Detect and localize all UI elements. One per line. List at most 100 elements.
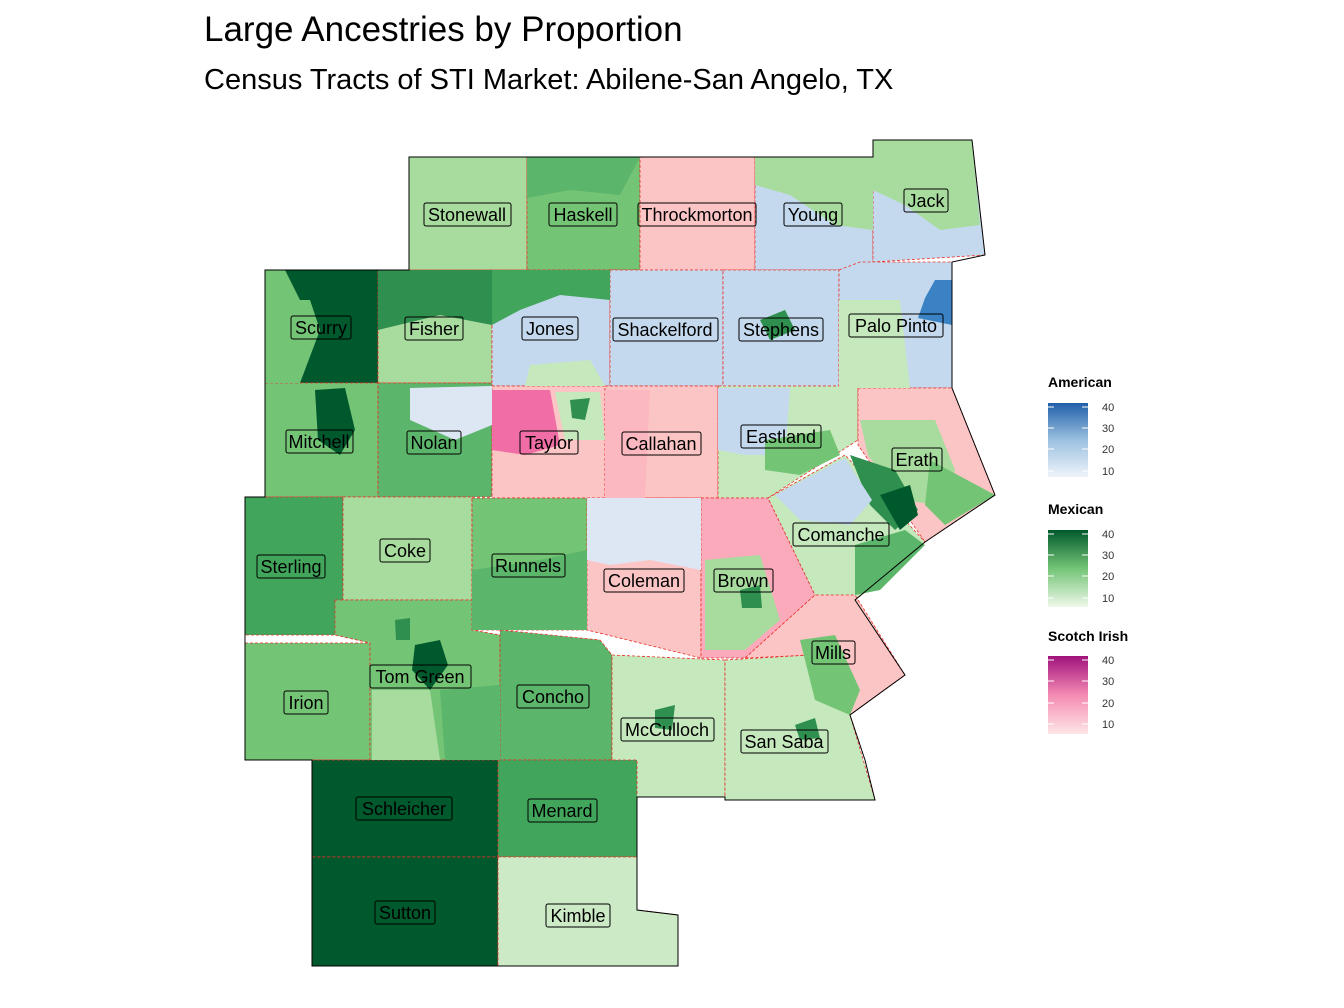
legend-scotch-irish: Scotch Irish 40 30 20 10 bbox=[1048, 628, 1128, 734]
label-box-coke bbox=[379, 538, 431, 563]
map-subtitle: Census Tracts of STI Market: Abilene-San… bbox=[204, 64, 894, 96]
label-eastland: Eastland bbox=[746, 427, 816, 447]
legend-scotch-irish-tick-20: 20 bbox=[1102, 698, 1114, 710]
label-box-kimble bbox=[545, 903, 611, 928]
legend-american-tick-40: 40 bbox=[1102, 402, 1114, 414]
legend-american: American 40 30 20 10 bbox=[1048, 374, 1114, 478]
label-mitchell: Mitchell bbox=[288, 432, 349, 452]
label-box-concho bbox=[516, 684, 590, 709]
label-scurry: Scurry bbox=[295, 318, 347, 338]
label-box-throckmorton bbox=[637, 202, 757, 227]
label-throckmorton: Throckmorton bbox=[641, 205, 752, 225]
label-stonewall: Stonewall bbox=[428, 205, 506, 225]
market-outline bbox=[244, 139, 996, 967]
label-box-brown bbox=[713, 568, 774, 593]
legend-mexican-tick-30: 30 bbox=[1102, 550, 1114, 562]
legend-scotch-irish-tick-30: 30 bbox=[1102, 676, 1114, 688]
label-box-mitchell bbox=[285, 429, 354, 454]
legend-scotch-irish-colorbar bbox=[1048, 656, 1088, 734]
label-box-stephens bbox=[738, 317, 824, 342]
label-erath: Erath bbox=[895, 450, 938, 470]
label-box-jack bbox=[903, 188, 949, 213]
label-shackelford: Shackelford bbox=[617, 320, 712, 340]
legend-mexican-tick-10: 10 bbox=[1102, 593, 1114, 605]
label-box-mills bbox=[811, 640, 856, 665]
label-box-palo-pinto bbox=[848, 313, 944, 338]
label-box-fisher bbox=[404, 316, 464, 341]
legend-american-tick-30: 30 bbox=[1102, 423, 1114, 435]
label-sterling: Sterling bbox=[260, 557, 321, 577]
legend-mexican-colorbar bbox=[1048, 530, 1088, 607]
label-mills: Mills bbox=[815, 643, 851, 663]
tract-jack-north bbox=[873, 140, 980, 230]
label-palo-pinto: Palo Pinto bbox=[855, 316, 937, 336]
tract-palo-pinto-west bbox=[839, 300, 910, 388]
label-nolan: Nolan bbox=[410, 433, 457, 453]
label-box-stonewall bbox=[423, 202, 512, 227]
label-taylor: Taylor bbox=[525, 433, 573, 453]
label-box-irion bbox=[283, 690, 329, 715]
tract-mills-south bbox=[800, 635, 860, 715]
label-san-saba: San Saba bbox=[744, 732, 824, 752]
label-kimble: Kimble bbox=[550, 906, 605, 926]
label-comanche: Comanche bbox=[797, 525, 884, 545]
legend-american-colorbar bbox=[1048, 403, 1088, 477]
label-box-haskell bbox=[548, 202, 618, 227]
tract-jones-south bbox=[525, 360, 605, 386]
label-box-eastland bbox=[740, 424, 822, 449]
label-box-coleman bbox=[603, 568, 685, 593]
tract-taylor-west bbox=[492, 390, 560, 455]
label-haskell: Haskell bbox=[553, 205, 612, 225]
tract-coleman-north bbox=[587, 498, 701, 570]
tract-san-saba-core bbox=[795, 718, 820, 740]
label-box-taylor bbox=[519, 430, 579, 455]
label-coke: Coke bbox=[384, 541, 426, 561]
label-box-sutton bbox=[374, 900, 436, 925]
label-schleicher: Schleicher bbox=[362, 799, 446, 819]
label-menard: Menard bbox=[531, 801, 592, 821]
legend-mexican-title: Mexican bbox=[1048, 501, 1103, 517]
label-tom-green: Tom Green bbox=[375, 667, 464, 687]
label-box-young bbox=[783, 202, 843, 227]
label-mcculloch: McCulloch bbox=[625, 720, 709, 740]
label-stephens: Stephens bbox=[743, 320, 819, 340]
tract-eastland-west bbox=[718, 388, 790, 455]
tract-erath-east bbox=[925, 460, 995, 525]
label-coleman: Coleman bbox=[608, 571, 680, 591]
tract-brown-core bbox=[740, 585, 762, 608]
label-box-scurry bbox=[290, 315, 352, 340]
legend-american-tick-20: 20 bbox=[1102, 444, 1114, 456]
legend-scotch-irish-tick-40: 40 bbox=[1102, 655, 1114, 667]
label-fisher: Fisher bbox=[409, 319, 459, 339]
label-box-schleicher bbox=[355, 796, 453, 821]
label-box-menard bbox=[527, 798, 598, 823]
label-box-callahan bbox=[621, 431, 702, 456]
tract-nolan-north bbox=[410, 386, 492, 440]
label-box-san-saba bbox=[740, 729, 829, 754]
label-callahan: Callahan bbox=[625, 434, 696, 454]
tract-callahan-west bbox=[605, 390, 650, 498]
label-concho: Concho bbox=[522, 687, 584, 707]
label-box-shackelford bbox=[612, 317, 719, 342]
tract-scurry-north bbox=[285, 270, 350, 300]
tract-young-north bbox=[755, 157, 873, 230]
label-box-erath bbox=[891, 447, 943, 472]
label-box-mcculloch bbox=[620, 717, 715, 742]
tract-haskell-north bbox=[527, 157, 640, 198]
legend-american-tick-10: 10 bbox=[1102, 466, 1114, 478]
tract-tom-green-south bbox=[372, 690, 440, 760]
label-box-jones bbox=[521, 316, 579, 341]
tract-erath-core bbox=[880, 485, 918, 530]
legend-scotch-irish-tick-10: 10 bbox=[1102, 719, 1114, 731]
county-shackelford bbox=[609, 269, 724, 387]
legend-mexican-tick-20: 20 bbox=[1102, 571, 1114, 583]
tract-runnels-south bbox=[472, 550, 587, 630]
label-box-comanche bbox=[792, 522, 890, 547]
label-box-tom-green bbox=[369, 664, 472, 689]
label-box-nolan bbox=[406, 430, 462, 455]
label-jack: Jack bbox=[907, 191, 945, 211]
county-kimble bbox=[497, 856, 679, 967]
map-title: Large Ancestries by Proportion bbox=[204, 10, 683, 49]
label-brown: Brown bbox=[717, 571, 768, 591]
